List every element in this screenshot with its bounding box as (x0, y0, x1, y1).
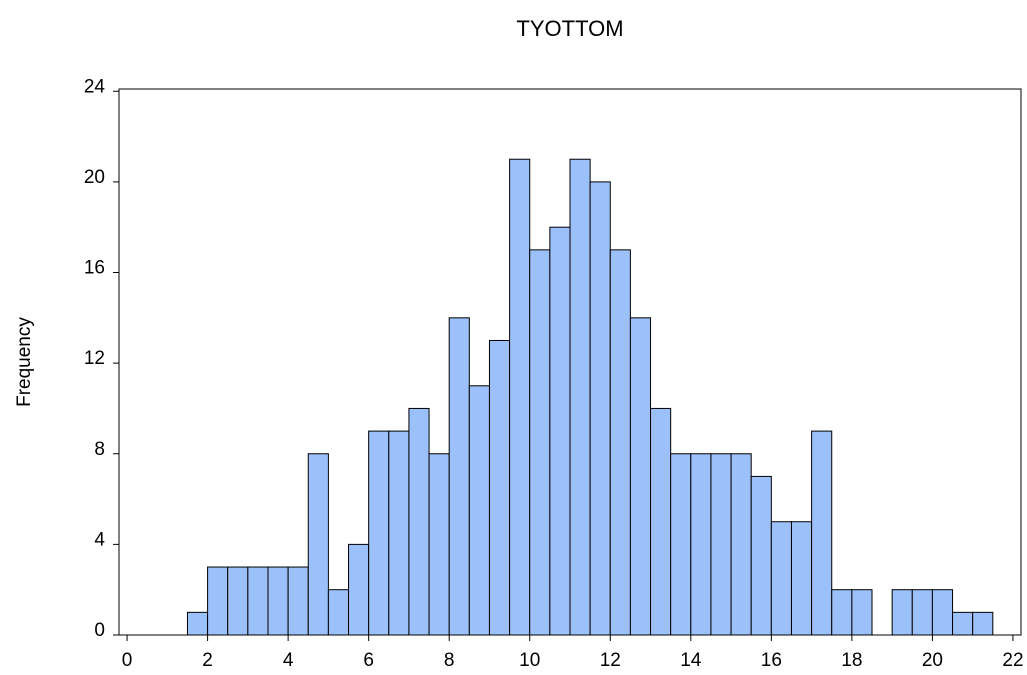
y-axis-label: Frequency (14, 317, 35, 407)
bar (609, 249, 631, 636)
x-tick-label: 18 (841, 650, 862, 671)
bar (448, 317, 470, 636)
y-tick-label: 0 (94, 620, 105, 641)
bar (730, 453, 752, 636)
bar (670, 453, 692, 636)
y-tick-label: 16 (84, 258, 105, 279)
x-tick-label: 8 (444, 650, 455, 671)
bar (267, 566, 289, 636)
bar (408, 407, 430, 636)
bar (569, 158, 591, 636)
chart-title: TYOTTOM (516, 16, 623, 41)
y-tick-label: 20 (84, 167, 105, 188)
bar (186, 611, 209, 636)
bar (348, 543, 370, 636)
bar (227, 566, 249, 636)
bar (589, 181, 611, 636)
bar (790, 521, 813, 636)
bar (952, 611, 974, 636)
x-tick-label: 6 (363, 650, 374, 671)
bar (911, 589, 933, 636)
bar (851, 589, 873, 636)
bar (811, 430, 833, 636)
bar (972, 611, 994, 636)
bar (368, 430, 390, 636)
bar (629, 317, 652, 636)
x-tick-label: 14 (680, 650, 702, 671)
bar (247, 566, 269, 636)
x-tick-label: 2 (202, 650, 213, 671)
bar (891, 589, 913, 636)
bar (287, 566, 309, 636)
plot-frame (118, 88, 1022, 636)
bar (750, 475, 772, 636)
x-tick-label: 20 (922, 650, 943, 671)
bar (650, 407, 672, 636)
y-tick-label: 4 (94, 529, 105, 550)
bar (549, 226, 571, 636)
bar (428, 453, 450, 636)
bar (307, 453, 329, 636)
x-tick-label: 12 (600, 650, 621, 671)
bar (388, 430, 410, 636)
y-tick-label: 12 (84, 348, 105, 369)
bar (690, 453, 712, 636)
x-tick-label: 4 (283, 650, 294, 671)
bar (327, 589, 350, 636)
bar (468, 385, 490, 636)
bar (770, 521, 792, 636)
bar (509, 158, 531, 636)
bar (831, 589, 853, 636)
bar (931, 589, 954, 636)
x-tick-label: 0 (122, 650, 133, 671)
x-tick-label: 16 (761, 650, 782, 671)
x-tick-label: 10 (519, 650, 540, 671)
bar (710, 453, 732, 636)
y-tick-label: 8 (94, 439, 105, 460)
bar (488, 339, 511, 636)
bar (529, 249, 551, 636)
y-tick-label: 24 (84, 76, 106, 97)
x-tick-label: 22 (1002, 650, 1023, 671)
bar (207, 566, 229, 636)
